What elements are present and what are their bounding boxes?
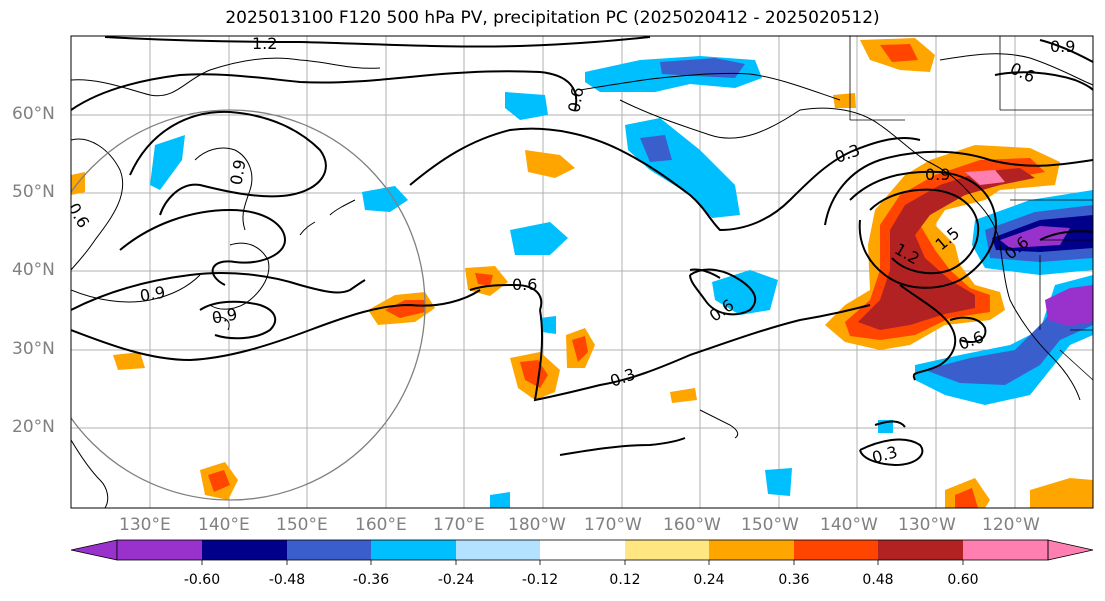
- figure-title: 2025013100 F120 500 hPa PV, precipitatio…: [225, 8, 880, 28]
- neg-region-california-mid: [925, 285, 1093, 385]
- contour-label: 0.9: [925, 165, 950, 184]
- lon-label: 120°W: [982, 515, 1040, 535]
- graticule: [71, 36, 1093, 508]
- colorbar: [70, 539, 1094, 565]
- neg-region-japan-north: [150, 135, 185, 190]
- neg-region-california-core: [1045, 285, 1093, 326]
- contour-label: 0.6: [564, 86, 587, 114]
- lon-label: 130°W: [898, 515, 956, 535]
- neg-region-mid-pacific-3: [712, 270, 778, 315]
- colorbar-extend-high: [1047, 539, 1094, 561]
- colorbar-tick-label: 0.60: [947, 572, 979, 588]
- neg-region-small-3: [490, 492, 510, 508]
- pos-region-south-1-core: [955, 488, 978, 508]
- colorbar-tick-label: -0.24: [437, 572, 475, 588]
- neg-region-bering-west: [505, 92, 548, 120]
- pos-region-south-2: [1030, 478, 1093, 508]
- lon-label: 140°E: [198, 515, 250, 535]
- lon-label: 160°W: [663, 515, 721, 535]
- contour-label: 0.9: [138, 282, 166, 305]
- lon-label: 150°W: [741, 515, 799, 535]
- contour-label: 0.9: [1050, 37, 1075, 56]
- neg-region-gulf-west-core: [640, 135, 672, 162]
- lat-label: 60°N: [12, 104, 55, 124]
- pos-region-philippine-sea-core: [208, 470, 230, 492]
- lat-label: 20°N: [12, 417, 55, 437]
- coastlines: [71, 53, 1093, 508]
- lon-label: 140°W: [820, 515, 878, 535]
- lon-label: 150°E: [276, 515, 328, 535]
- colorbar-tick-label: 0.36: [778, 572, 810, 588]
- pv-contours: [71, 36, 1093, 467]
- pos-region-mid-5-core: [572, 336, 588, 362]
- colorbar-tick-label: 0.12: [609, 572, 641, 588]
- contour-label: 0.9: [226, 158, 249, 186]
- lon-label: 130°E: [119, 515, 171, 535]
- lat-label: 50°N: [12, 182, 55, 202]
- negative-precip-shading: [150, 56, 1093, 508]
- pos-region-mid-2-core: [475, 273, 493, 286]
- lon-label: 170°W: [584, 515, 642, 535]
- lon-label: 180°W: [508, 515, 566, 535]
- contour-label: 1.2: [252, 34, 277, 53]
- colorbar-tick-label: -0.48: [268, 572, 306, 588]
- pos-region-east-pacific-peak: [965, 170, 1005, 185]
- pos-region-small-gulf: [833, 93, 856, 108]
- pos-region-mid-1: [525, 150, 575, 178]
- colorbar-tick-label: 0.24: [693, 572, 725, 588]
- pos-region-mid-4-core: [520, 360, 548, 388]
- neg-region-mid-pacific-2: [362, 186, 408, 212]
- lon-label: 160°E: [355, 515, 407, 535]
- pos-region-small-6: [113, 352, 145, 370]
- contour-label: 0.9: [210, 304, 238, 327]
- colorbar-tick-label: -0.12: [521, 572, 559, 588]
- lat-label: 40°N: [12, 260, 55, 280]
- colorbar-extend-low: [70, 539, 118, 561]
- neg-region-mid-pacific-1: [510, 222, 568, 255]
- pos-region-alaska-top-core: [880, 44, 918, 62]
- map-frame: [70, 35, 1094, 509]
- map-content: 1.2 0.9 0.6 0.9 0.6 0.3 1.2 1.5 0.6 0.9 …: [71, 34, 1093, 508]
- neg-region-small-2: [765, 468, 792, 496]
- colorbar-tick-label: -0.36: [352, 572, 390, 588]
- colorbar-tick-label: -0.60: [183, 572, 221, 588]
- lon-label: 170°E: [433, 515, 485, 535]
- borders: [849, 36, 1093, 381]
- lat-label: 30°N: [12, 339, 55, 359]
- pos-region-small-7: [670, 388, 697, 403]
- contour-label: 0.6: [512, 275, 537, 294]
- neg-region-small-1: [540, 316, 556, 334]
- colorbar-tick-label: 0.48: [862, 572, 894, 588]
- neg-region-pnw-peak: [1000, 226, 1070, 248]
- pos-region-east-pacific-core: [858, 168, 1035, 330]
- positive-precip-shading: [71, 38, 1093, 508]
